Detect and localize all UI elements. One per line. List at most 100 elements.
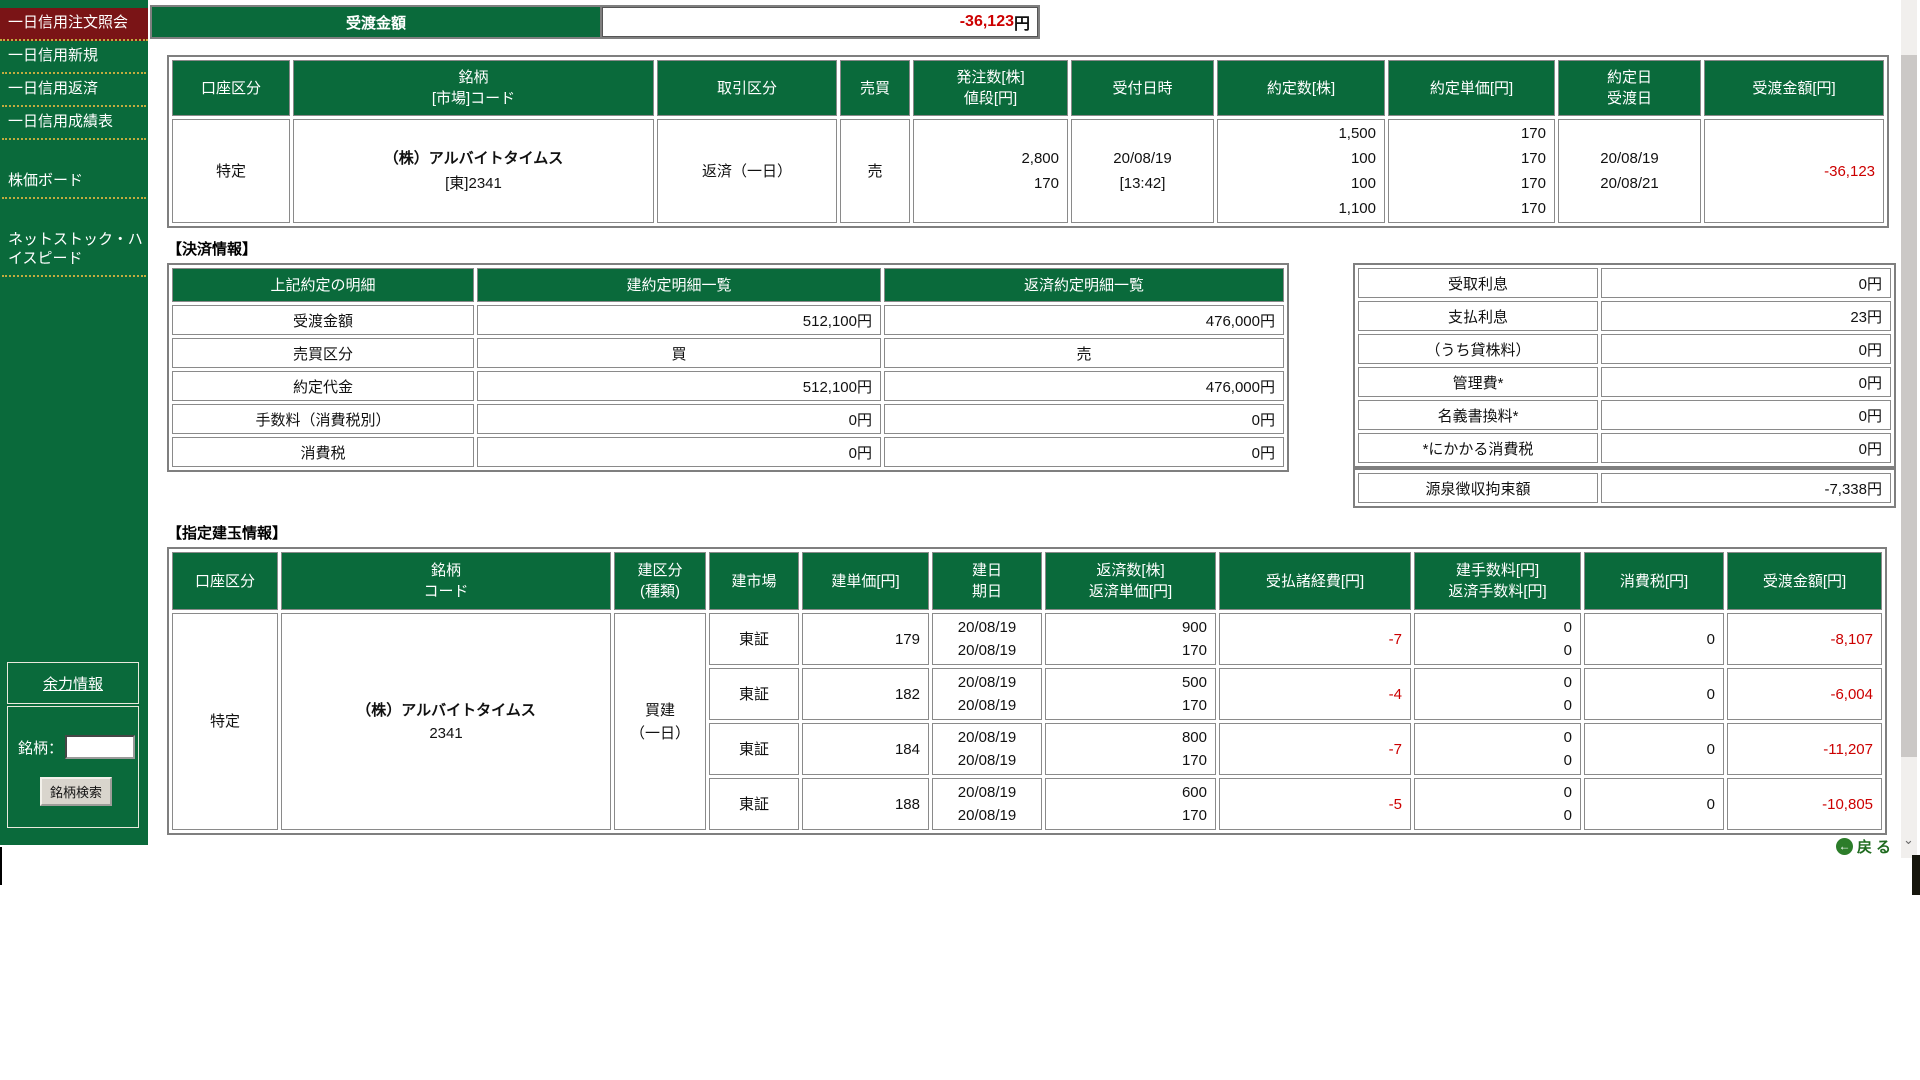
open-value: 買 — [477, 338, 881, 368]
market: 東証 — [709, 723, 799, 775]
vertical-scrollbar[interactable]: ⌄ — [1901, 0, 1917, 858]
exec-price-line: 170 — [1520, 150, 1546, 167]
amount: -8,107 — [1727, 613, 1882, 665]
settlement-row: 消費税 0円 0円 — [172, 437, 1284, 467]
col-exec-price: 約定単価[円] — [1388, 60, 1555, 116]
exec-date: 20/08/19 — [1600, 150, 1659, 167]
positions-header-row: 口座区分 銘柄 コード 建区分 (種類) 建市場 建単価[円] 建日 期日 返済… — [172, 552, 1882, 610]
repay-qty: 800 — [1181, 729, 1207, 746]
expenses: -4 — [1219, 668, 1411, 720]
col-open-detail: 建約定明細一覧 — [477, 268, 881, 302]
col-tax: 消費税[円] — [1584, 552, 1724, 610]
fee-label: （うち貸株料） — [1358, 334, 1598, 364]
repay-price: 170 — [1181, 807, 1207, 824]
fee-value: 0円 — [1601, 433, 1891, 463]
settlement-row: 受渡金額 512,100円 476,000円 — [172, 305, 1284, 335]
fee-value: 23円 — [1601, 301, 1891, 331]
open-fee: 0 — [1563, 784, 1572, 801]
open-price: 184 — [802, 723, 929, 775]
order-header-row: 口座区分 銘柄 [市場]コード 取引区分 売買 発注数[株] 値段[円] 受付日… — [172, 60, 1884, 116]
order-exec-price: 170 170 170 170 — [1388, 119, 1555, 223]
due-date: 20/08/19 — [957, 642, 1017, 659]
withholding-row: 源泉徴収拘束額 -7,338円 — [1358, 473, 1891, 503]
window-edge-left — [0, 847, 2, 885]
back-button[interactable]: ← 戻る — [1795, 836, 1895, 857]
settlement-section-title: 【決済情報】 — [167, 241, 258, 258]
expenses: -5 — [1219, 778, 1411, 830]
open-value: 0円 — [477, 404, 881, 434]
col-repay-qty: 返済数[株] 返済単価[円] — [1045, 552, 1216, 610]
sidebar-item-order-inquiry[interactable]: 一日信用注文照会 — [0, 8, 148, 41]
col-account: 口座区分 — [172, 552, 278, 610]
order-price: 170 — [1033, 175, 1059, 192]
repay-qty: 900 — [1181, 619, 1207, 636]
repay: 900 170 — [1045, 613, 1216, 665]
position-row: 東証 188 20/08/19 20/08/19 600 170 -5 0 0 … — [172, 778, 1882, 830]
tax: 0 — [1584, 613, 1724, 665]
settlement-amount-bar: 受渡金額 -36,123 円 — [150, 5, 1040, 39]
repay-price: 170 — [1181, 642, 1207, 659]
market: 東証 — [709, 613, 799, 665]
sidebar-item-stock-board[interactable]: 株価ボード — [2, 166, 146, 199]
scroll-down-icon[interactable]: ⌄ — [1903, 832, 1914, 847]
symbol-label: 銘柄： — [18, 739, 64, 757]
col-trade-type: 取引区分 — [657, 60, 837, 116]
col-close-detail: 返済約定明細一覧 — [884, 268, 1284, 302]
position-stock: （株）アルバイトタイムス 2341 — [281, 613, 611, 830]
fee-label: *にかかる消費税 — [1358, 433, 1598, 463]
exec-qty-line: 100 — [1350, 150, 1376, 167]
row-label: 受渡金額 — [172, 305, 474, 335]
col-accept-time: 受付日時 — [1071, 60, 1214, 116]
position-row: 特定 （株）アルバイトタイムス 2341 買建 （一日） 東証 179 20/0… — [172, 613, 1882, 830]
row-label: 売買区分 — [172, 338, 474, 368]
settlement-row: 手数料（消費税別） 0円 0円 — [172, 404, 1284, 434]
row-label: 約定代金 — [172, 371, 474, 401]
open-fee: 0 — [1563, 674, 1572, 691]
order-qty: 2,800 — [1021, 150, 1059, 167]
scrollbar-thumb[interactable] — [1901, 55, 1917, 757]
exec-qty-line: 1,500 — [1338, 125, 1376, 142]
power-info-link[interactable]: 余力情報 — [42, 675, 103, 693]
open-date: 20/08/19 — [957, 674, 1017, 691]
exec-qty-line: 1,100 — [1338, 200, 1376, 217]
sidebar-item-new[interactable]: 一日信用新規 — [2, 41, 146, 74]
stock-name: （株）アルバイトタイムス — [383, 150, 564, 167]
amount: -6,004 — [1727, 668, 1882, 720]
repay-fee: 0 — [1563, 697, 1572, 714]
col-open-date: 建日 期日 — [932, 552, 1042, 610]
open-value: 512,100円 — [477, 371, 881, 401]
sidebar-menu: 一日信用注文照会 一日信用新規 一日信用返済 一日信用成績表 株価ボード ネット… — [0, 0, 148, 277]
settle-date: 20/08/21 — [1600, 175, 1659, 192]
dates: 20/08/19 20/08/19 — [932, 778, 1042, 830]
due-date: 20/08/19 — [957, 697, 1017, 714]
col-amount: 受渡金額[円] — [1704, 60, 1884, 116]
sidebar-item-repay[interactable]: 一日信用返済 — [2, 74, 146, 107]
symbol-search-button[interactable]: 銘柄検索 — [40, 777, 113, 806]
settlement-amount-label: 受渡金額 — [152, 7, 602, 37]
repay: 800 170 — [1045, 723, 1216, 775]
close-value: 476,000円 — [884, 305, 1284, 335]
open-fee: 0 — [1563, 729, 1572, 746]
settlement-row: 約定代金 512,100円 476,000円 — [172, 371, 1284, 401]
position-kind-line: （一日） — [629, 724, 690, 742]
exec-price-line: 170 — [1520, 175, 1546, 192]
col-amount: 受渡金額[円] — [1727, 552, 1882, 610]
symbol-input[interactable] — [65, 735, 136, 759]
open-value: 512,100円 — [477, 305, 881, 335]
fee-label: 名義書換料* — [1358, 400, 1598, 430]
col-stock: 銘柄 コード — [281, 552, 611, 610]
repay-fee: 0 — [1563, 807, 1572, 824]
market: 東証 — [709, 778, 799, 830]
amount: -11,207 — [1727, 723, 1882, 775]
position-type-line: 買建 — [644, 701, 675, 719]
sidebar-item-netstock-highspeed[interactable]: ネットストック・ハイスピード — [2, 225, 146, 277]
col-stock: 銘柄 [市場]コード — [293, 60, 654, 116]
settlement-amount-value: -36,123 円 — [602, 7, 1038, 37]
open-price: 179 — [802, 613, 929, 665]
order-amount: -36,123 — [1704, 119, 1884, 223]
due-date: 20/08/19 — [957, 752, 1017, 769]
sidebar-item-results[interactable]: 一日信用成績表 — [2, 107, 146, 140]
close-value: 売 — [884, 338, 1284, 368]
repay: 600 170 — [1045, 778, 1216, 830]
order-side: 売 — [840, 119, 910, 223]
